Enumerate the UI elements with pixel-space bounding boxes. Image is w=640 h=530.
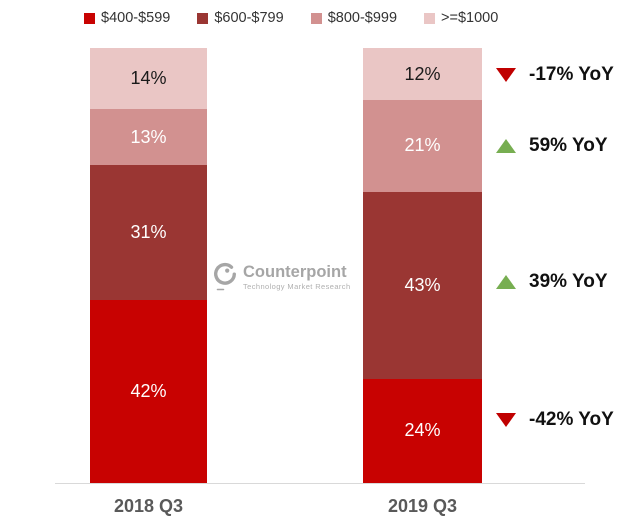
yoy-label: -42% YoY	[529, 409, 614, 430]
bar-segment-800-999: 13%	[90, 108, 207, 166]
trend-up-icon	[496, 275, 516, 289]
legend-item-400-599: $400-$599	[84, 10, 170, 26]
legend-item-600-799: $600-$799	[197, 10, 284, 26]
segment-value-label: 24%	[404, 420, 441, 441]
bar-segment-800-999: 21%	[363, 100, 482, 192]
bar-segment-600-799: 43%	[363, 191, 482, 379]
watermark-tagline: Technology Market Research	[243, 281, 351, 291]
yoy-label: 59% YoY	[529, 135, 608, 156]
watermark-brand: Counterpoint	[243, 263, 347, 282]
legend-swatch-icon	[310, 12, 322, 24]
x-axis-label-2018-q3: 2018 Q3	[113, 496, 184, 516]
segment-value-label: 43%	[404, 274, 441, 295]
counterpoint-watermark: Counterpoint Technology Market Research	[211, 262, 351, 293]
legend-item-1000plus: >=$1000	[424, 10, 498, 26]
stacked-bar-2019-q3: 12% 21% 43% 24%	[363, 48, 482, 483]
x-axis-label-2019-q3: 2019 Q3	[387, 496, 458, 516]
yoy-label: -17% YoY	[529, 64, 614, 85]
bar-segment-400-599: 24%	[363, 378, 482, 483]
stacked-bar-2018-q3: 14% 13% 31% 42%	[90, 48, 207, 483]
chart-legend: $400-$599 $600-$799 $800-$999 >=$1000	[84, 10, 498, 26]
yoy-annotation-800-999: 59% YoY	[496, 134, 608, 158]
segment-value-label: 21%	[404, 135, 441, 156]
yoy-annotation-1000plus: -17% YoY	[496, 63, 614, 87]
legend-swatch-icon	[197, 12, 209, 24]
legend-label: $600-$799	[214, 10, 284, 26]
legend-item-800-999: $800-$999	[310, 10, 398, 26]
bar-segment-600-799: 31%	[90, 165, 207, 301]
legend-swatch-icon	[424, 12, 436, 24]
yoy-annotation-600-799: 39% YoY	[496, 270, 608, 294]
legend-label: $800-$999	[327, 10, 398, 26]
legend-label: >=$1000	[441, 10, 499, 26]
bar-segment-400-599: 42%	[90, 300, 207, 483]
trend-down-icon	[496, 413, 516, 427]
segment-value-label: 13%	[130, 126, 167, 147]
yoy-annotation-400-599: -42% YoY	[496, 408, 614, 432]
segment-value-label: 14%	[130, 67, 167, 88]
yoy-label: 39% YoY	[529, 271, 608, 292]
segment-value-label: 12%	[404, 63, 441, 84]
counterpoint-logo-icon	[214, 262, 236, 291]
trend-up-icon	[496, 139, 516, 153]
segment-value-label: 42%	[130, 381, 167, 402]
legend-swatch-icon	[84, 12, 95, 24]
x-axis-line	[55, 483, 585, 484]
bar-segment-1000plus: 12%	[363, 48, 482, 101]
segment-value-label: 31%	[130, 222, 167, 243]
legend-label: $400-$599	[101, 10, 171, 26]
trend-down-icon	[496, 68, 516, 82]
watermark-text: Counterpoint Technology Market Research	[243, 263, 351, 291]
bar-segment-1000plus: 14%	[90, 48, 207, 109]
